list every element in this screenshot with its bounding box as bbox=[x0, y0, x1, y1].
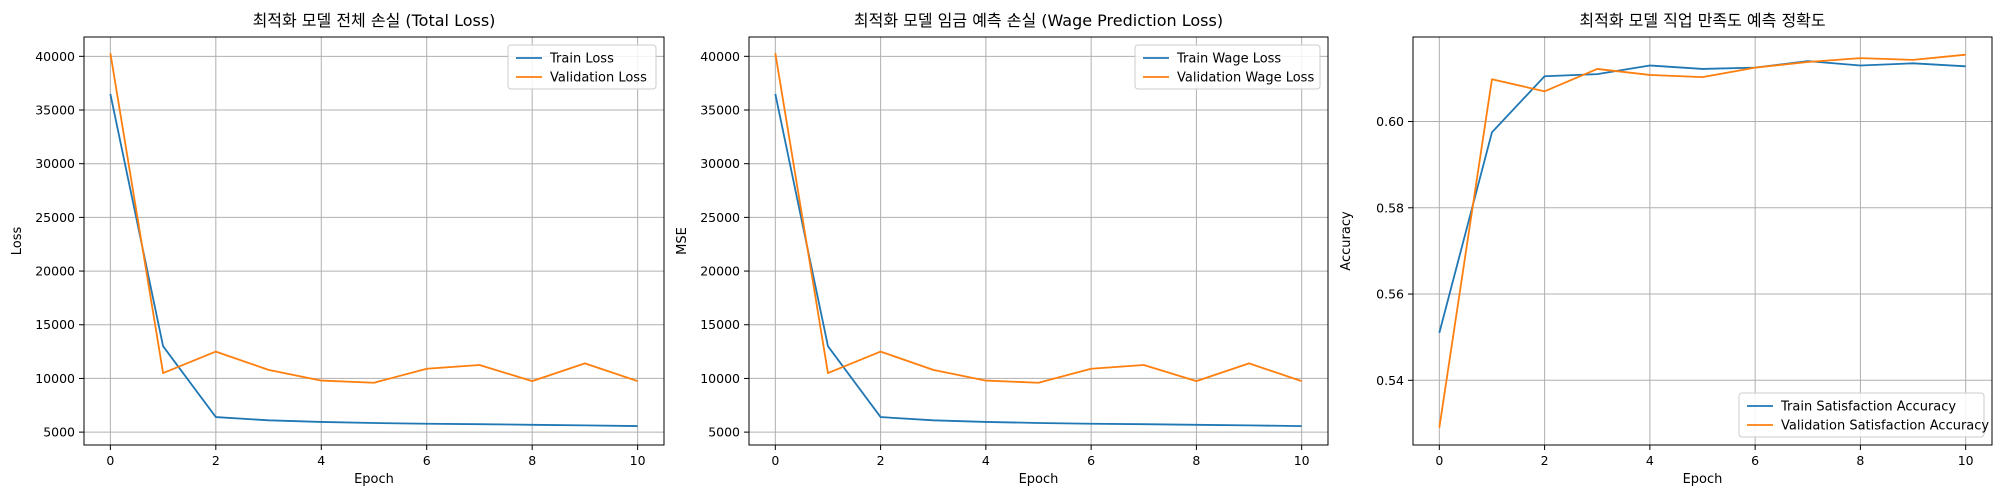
x-tick-label: 10 bbox=[630, 453, 646, 468]
x-tick-label: 6 bbox=[1751, 453, 1759, 468]
y-tick-label: 10000 bbox=[35, 371, 75, 386]
chart-title: 최적화 모델 임금 예측 손실 (Wage Prediction Loss) bbox=[854, 11, 1223, 30]
x-tick-label: 6 bbox=[1087, 453, 1095, 468]
y-tick-label: 25000 bbox=[35, 210, 75, 225]
y-tick-label: 40000 bbox=[35, 49, 75, 64]
y-tick-label: 25000 bbox=[700, 210, 740, 225]
y-tick-label: 0.54 bbox=[1376, 373, 1404, 388]
y-axis-label: Loss bbox=[10, 227, 25, 256]
y-axis-label: Accuracy bbox=[1339, 211, 1354, 271]
x-axis-label: Epoch bbox=[1683, 472, 1723, 487]
x-tick-label: 4 bbox=[982, 453, 990, 468]
y-tick-label: 20000 bbox=[35, 264, 75, 279]
validation-legend-label: Validation Satisfaction Accuracy bbox=[1781, 419, 1989, 434]
x-tick-label: 4 bbox=[1646, 453, 1654, 468]
x-tick-label: 2 bbox=[212, 453, 220, 468]
x-tick-label: 2 bbox=[1541, 453, 1549, 468]
x-tick-label: 10 bbox=[1294, 453, 1310, 468]
x-tick-label: 0 bbox=[106, 453, 114, 468]
y-tick-label: 10000 bbox=[700, 371, 740, 386]
train-legend-label: Train Wage Loss bbox=[1176, 52, 1281, 67]
x-tick-label: 4 bbox=[317, 453, 325, 468]
y-tick-label: 15000 bbox=[700, 317, 740, 332]
y-tick-label: 5000 bbox=[708, 425, 740, 440]
validation-legend-label: Validation Wage Loss bbox=[1177, 71, 1314, 86]
train-legend-label: Train Loss bbox=[549, 52, 614, 67]
x-tick-label: 2 bbox=[877, 453, 885, 468]
y-tick-label: 35000 bbox=[35, 103, 75, 118]
chart-title: 최적화 모델 전체 손실 (Total Loss) bbox=[253, 11, 496, 30]
x-tick-label: 8 bbox=[1192, 453, 1200, 468]
y-tick-label: 15000 bbox=[35, 317, 75, 332]
chart-title: 최적화 모델 직업 만족도 예측 정확도 bbox=[1579, 11, 1825, 30]
x-tick-label: 10 bbox=[1958, 453, 1974, 468]
y-tick-label: 40000 bbox=[700, 49, 740, 64]
y-tick-label: 0.60 bbox=[1376, 114, 1404, 129]
legend: Train Wage Loss Validation Wage Loss bbox=[1135, 45, 1320, 89]
x-tick-label: 0 bbox=[771, 453, 779, 468]
legend: Train Satisfaction Accuracy Validation Sa… bbox=[1739, 393, 1989, 437]
x-tick-label: 8 bbox=[528, 453, 536, 468]
y-tick-label: 20000 bbox=[700, 264, 740, 279]
y-tick-label: 0.58 bbox=[1376, 200, 1404, 215]
x-axis-label: Epoch bbox=[354, 472, 394, 487]
x-tick-label: 6 bbox=[423, 453, 431, 468]
validation-legend-label: Validation Loss bbox=[550, 71, 647, 86]
y-axis-label: MSE bbox=[675, 227, 690, 255]
y-tick-label: 30000 bbox=[700, 156, 740, 171]
y-tick-label: 5000 bbox=[43, 425, 75, 440]
legend: Train Loss Validation Loss bbox=[508, 45, 656, 89]
x-axis-label: Epoch bbox=[1019, 472, 1059, 487]
y-tick-label: 0.56 bbox=[1376, 287, 1404, 302]
x-tick-label: 8 bbox=[1856, 453, 1864, 468]
x-tick-label: 0 bbox=[1435, 453, 1443, 468]
y-tick-label: 35000 bbox=[700, 103, 740, 118]
y-tick-label: 30000 bbox=[35, 156, 75, 171]
train-legend-label: Train Satisfaction Accuracy bbox=[1780, 400, 1956, 415]
